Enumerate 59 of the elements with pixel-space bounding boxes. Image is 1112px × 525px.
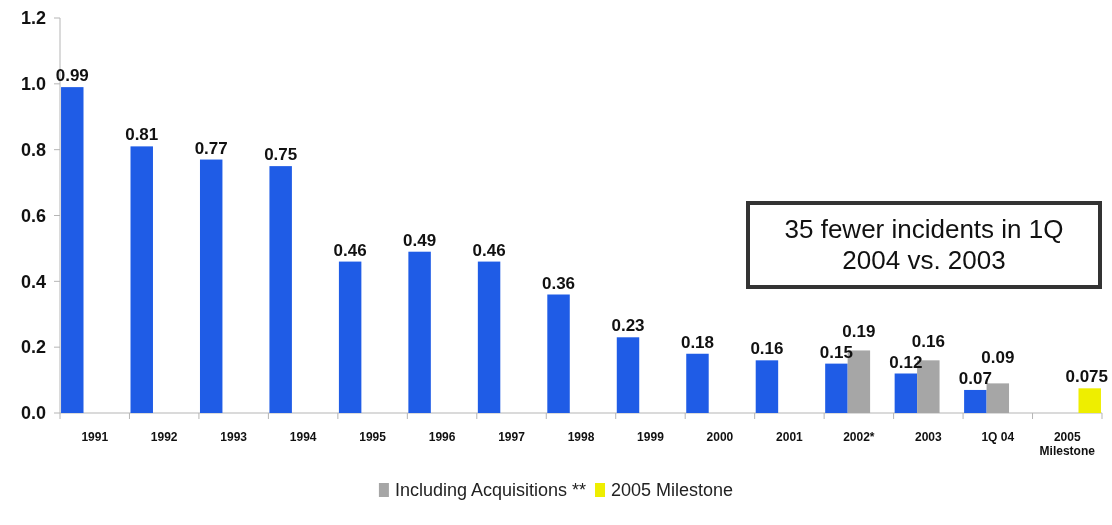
data-label: 0.99 (55, 66, 89, 86)
data-label: 0.09 (981, 347, 1015, 367)
bar (986, 383, 1010, 413)
bar (338, 261, 362, 413)
x-tick-label: 1991 (81, 430, 109, 444)
y-tick-label: 0.8 (20, 139, 46, 160)
data-label: 0.77 (194, 138, 228, 158)
data-label: 0.36 (541, 273, 576, 293)
data-label: 0.81 (125, 125, 159, 145)
data-label: 0.18 (680, 332, 715, 352)
x-tick-label: 1Q 04 (981, 430, 1015, 444)
bar (61, 87, 84, 413)
annotation: 35 fewer incidents in 1Q 2004 vs. 2003 (784, 214, 1064, 275)
bar (616, 337, 640, 413)
bar (477, 261, 501, 413)
x-tick-label: 2003 (914, 430, 942, 444)
x-tick-label: 1993 (220, 430, 248, 444)
data-label: 0.75 (264, 145, 298, 165)
legend-label: Including Acquisitions ** (394, 480, 587, 501)
y-tick-label: 0.2 (20, 337, 46, 358)
bar (1078, 388, 1101, 413)
bar (894, 373, 918, 413)
bar (199, 159, 223, 413)
legend-label: 2005 Milestone (611, 480, 734, 501)
bar (964, 389, 987, 413)
data-label: 0.49 (403, 230, 437, 250)
x-tick-label: 2000 (706, 430, 734, 444)
data-label: 0.07 (958, 368, 992, 388)
x-tick-label: 1992 (150, 430, 178, 444)
y-tick-label: 1.0 (20, 74, 46, 95)
y-tick-label: 0.4 (20, 271, 46, 292)
x-tick-label: 1995 (359, 430, 387, 444)
bar (547, 294, 570, 413)
bar (130, 146, 153, 413)
x-tick-label: 2002* (843, 430, 875, 444)
bar (269, 166, 292, 413)
x-tick-label: 2005 Milestone (1039, 430, 1096, 458)
data-label: 0.16 (750, 339, 784, 359)
bar (755, 360, 779, 413)
bar (825, 363, 848, 413)
x-tick-label: 1999 (637, 430, 665, 444)
data-label: 0.16 (911, 331, 945, 351)
data-label: 0.15 (819, 342, 853, 362)
data-label: 0.075 (1065, 367, 1108, 387)
data-label: 0.46 (333, 240, 367, 260)
y-tick-label: 1.2 (20, 8, 46, 29)
y-tick-label: 0.6 (20, 205, 46, 226)
x-tick-label: 2001 (776, 430, 804, 444)
bar (686, 353, 709, 413)
x-tick-label: 1996 (428, 430, 456, 444)
data-label: 0.23 (611, 316, 645, 336)
data-label: 0.19 (842, 321, 876, 341)
x-tick-label: 1997 (498, 430, 526, 444)
y-tick-label: 0.0 (20, 403, 46, 424)
data-label: 0.46 (472, 240, 506, 260)
bar (408, 251, 431, 413)
x-tick-label: 1994 (289, 430, 317, 444)
data-label: 0.12 (889, 352, 923, 372)
x-tick-label: 1998 (567, 430, 595, 444)
